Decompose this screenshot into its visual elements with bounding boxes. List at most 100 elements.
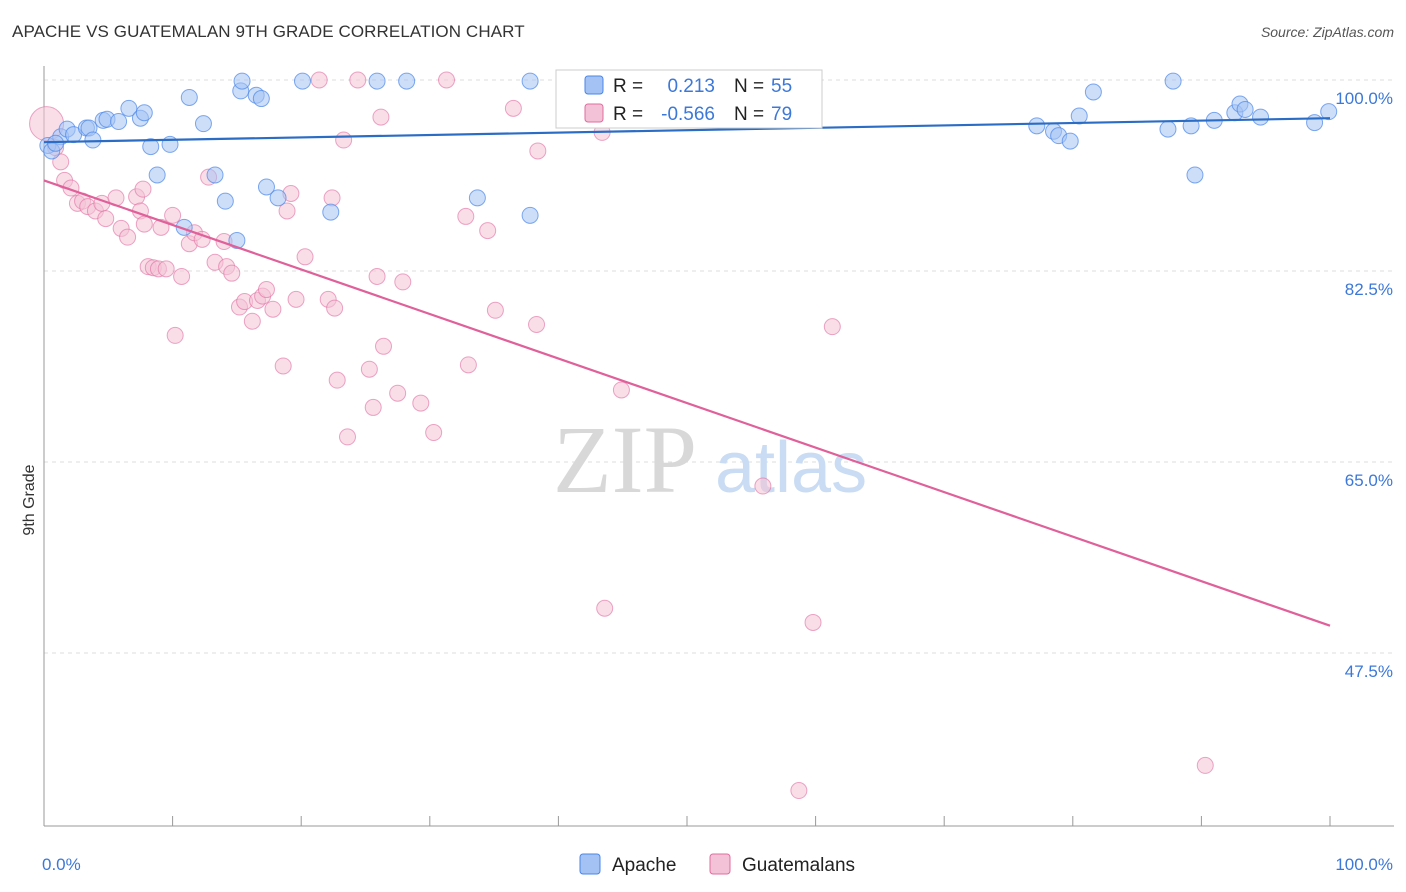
apache-point — [1320, 103, 1338, 121]
guatemalans-trend-line — [43, 179, 1331, 627]
guatemalans-point — [504, 99, 522, 117]
guatemalans-point — [323, 189, 341, 207]
apache-point — [257, 178, 275, 196]
apache-point — [228, 231, 246, 249]
apache-point — [233, 72, 251, 90]
guatemalans-point — [389, 384, 407, 402]
apache-point — [194, 115, 212, 133]
apache-point — [216, 192, 234, 210]
apache-point — [1159, 120, 1177, 138]
apache-point — [1084, 83, 1102, 101]
legend-guatemalans-r-label: R = — [613, 104, 643, 125]
guatemalans-point — [375, 337, 393, 355]
guatemalans-point — [394, 273, 412, 291]
guatemalans-point — [164, 206, 182, 224]
x-tick-label-min: 0.0% — [42, 855, 81, 874]
apache-point — [1070, 107, 1088, 125]
guatemalans-point — [412, 394, 430, 412]
apache-point — [521, 206, 539, 224]
apache-point — [110, 112, 128, 130]
legend-guatemalans-r-value: -0.566 — [661, 104, 715, 125]
trend-lines — [43, 117, 1331, 627]
guatemalans-point — [119, 228, 137, 246]
guatemalans-point — [457, 207, 475, 225]
y-tick-label: 100.0% — [1335, 89, 1393, 108]
legend-apache-r-label: R = — [613, 76, 643, 97]
guatemalans-point — [328, 371, 346, 389]
guatemalans-point — [278, 202, 296, 220]
guatemalans-point — [338, 428, 356, 446]
guatemalans-point — [528, 315, 546, 333]
legend-apache-n-value: 55 — [771, 76, 792, 97]
legend-guatemalans-n-label: N = — [734, 104, 764, 125]
bottom-legend-apache-swatch — [579, 853, 601, 875]
guatemalans-point — [360, 360, 378, 378]
apache-point — [1306, 114, 1324, 132]
bottom-legend-guatemalans-label: Guatemalans — [742, 855, 855, 876]
apache-point — [84, 131, 102, 149]
guatemalans-point — [243, 312, 261, 330]
apache-point — [368, 72, 386, 90]
apache-point — [180, 88, 198, 106]
guatemalans-point — [257, 281, 275, 299]
apache-point — [252, 90, 270, 108]
guatemalans-point — [135, 215, 153, 233]
guatemalans-point — [425, 424, 443, 442]
guatemalans-point — [335, 131, 353, 149]
guatemalans-point — [134, 180, 152, 198]
watermark: ZIP atlas — [553, 406, 867, 513]
apache-point — [120, 99, 138, 117]
guatemalans-point — [349, 71, 367, 89]
apache-point — [1252, 108, 1270, 126]
guatemalans-point — [459, 356, 477, 374]
guatemalans-point — [438, 71, 456, 89]
series-legend: Apache Guatemalans — [579, 853, 855, 876]
guatemalans-point — [529, 142, 547, 160]
apache-point — [521, 72, 539, 90]
correlation-legend: R = 0.213 N = 55 R = -0.566 N = 79 — [555, 69, 823, 129]
guatemalans-point — [790, 782, 808, 800]
guatemalans-point — [368, 267, 386, 285]
apache-point — [142, 138, 160, 156]
legend-apache-n-label: N = — [734, 76, 764, 97]
guatemalans-point — [596, 599, 614, 617]
source-credit: Source: ZipAtlas.com — [1260, 24, 1394, 40]
apache-trend-line — [43, 117, 1331, 144]
legend-guatemalans-n-value: 79 — [771, 104, 792, 125]
guatemalans-point — [296, 248, 314, 266]
guatemalans-point — [372, 108, 390, 126]
guatemalans-point — [52, 153, 70, 171]
legend-apache-r-value: 0.213 — [667, 76, 715, 97]
apache-point — [293, 72, 311, 90]
apache-point — [269, 189, 287, 207]
legend-guatemalans-swatch — [584, 103, 604, 123]
apache-point — [468, 189, 486, 207]
y-tick-label: 82.5% — [1345, 280, 1393, 299]
guatemalans-point — [479, 222, 497, 240]
apache-point — [206, 166, 224, 184]
bottom-legend-apache-label: Apache — [612, 855, 676, 876]
guatemalans-point — [166, 326, 184, 344]
guatemalans-point — [193, 230, 211, 248]
watermark-atlas: atlas — [715, 428, 867, 508]
y-tick-label: 65.0% — [1345, 471, 1393, 490]
guatemalans-point — [486, 301, 504, 319]
apache-point — [1028, 117, 1046, 135]
guatemalans-point — [1196, 756, 1214, 774]
guatemalans-point — [364, 398, 382, 416]
guatemalans-point — [310, 71, 328, 89]
guatemalans-point — [804, 613, 822, 631]
guatemalans-point — [157, 260, 175, 278]
apache-point — [47, 134, 65, 152]
gridlines: 47.5% 65.0% 82.5% 100.0% — [44, 79, 1394, 681]
apache-point — [398, 72, 416, 90]
guatemalans-point — [97, 210, 115, 228]
apache-point — [135, 104, 153, 122]
legend-apache-swatch — [584, 75, 604, 95]
apache-point — [148, 166, 166, 184]
apache-point — [1061, 132, 1079, 150]
guatemalans-point — [287, 290, 305, 308]
guatemalans-point — [274, 357, 292, 375]
guatemalans-point — [754, 477, 772, 495]
